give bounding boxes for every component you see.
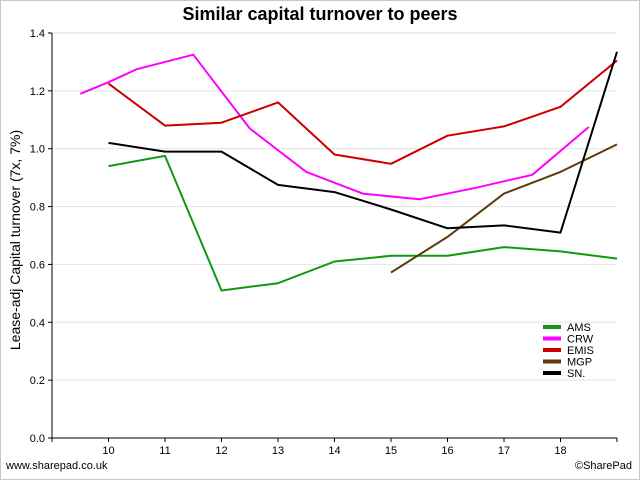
y-tick-label: 1.4 (30, 28, 45, 40)
y-axis-title: Lease-adj Capital turnover (7x, 7%) (7, 130, 23, 350)
legend-label: SN. (567, 368, 585, 380)
x-tick-label: 14 (328, 445, 340, 457)
series-lines (79, 51, 618, 292)
x-tick-label: 11 (159, 445, 170, 457)
x-tick-label: 15 (385, 445, 397, 457)
gridlines (52, 32, 617, 381)
legend-swatch (543, 325, 561, 329)
x-tick-label: 17 (498, 445, 510, 457)
legend-label: CRW (567, 334, 594, 346)
legend-label: EMIS (567, 345, 594, 357)
legend-label: AMS (567, 322, 591, 334)
axes: 0.0 0.2 0.4 0.6 0.8 1.0 1.2 1.4 10 11 12 13 14 15 16 17… (30, 28, 618, 457)
x-tick-label: 12 (215, 445, 227, 457)
x-tick-label: 10 (102, 445, 114, 457)
y-tick-label: 1.0 (30, 144, 45, 156)
x-tick-label: 16 (441, 445, 453, 457)
series-line-crw (79, 53, 590, 201)
legend-swatch (543, 336, 561, 341)
y-tick-label: 0.0 (30, 433, 45, 445)
y-tick-label: 0.6 (30, 259, 45, 271)
y-tick-label: 1.2 (30, 86, 45, 98)
legend-swatch (543, 348, 561, 352)
copyright-label: ©SharePad (574, 460, 632, 472)
legend-swatch (543, 371, 561, 375)
y-tick-label: 0.4 (30, 317, 45, 329)
x-tick-label: 18 (554, 445, 566, 457)
series-line-ams (108, 154, 618, 292)
series-line-sn (108, 51, 618, 234)
y-tick-label: 0.8 (30, 202, 45, 214)
series-line-emis (107, 59, 618, 165)
chart-title: Similar capital turnover to peers (182, 4, 458, 24)
legend-label: MGP (567, 357, 592, 369)
series-line-mgp (390, 143, 618, 274)
legend-swatch (543, 359, 561, 364)
source-url: www.sharepad.co.uk (6, 460, 108, 472)
y-tick-label: 0.2 (30, 375, 45, 387)
x-tick-label: 13 (272, 445, 284, 457)
